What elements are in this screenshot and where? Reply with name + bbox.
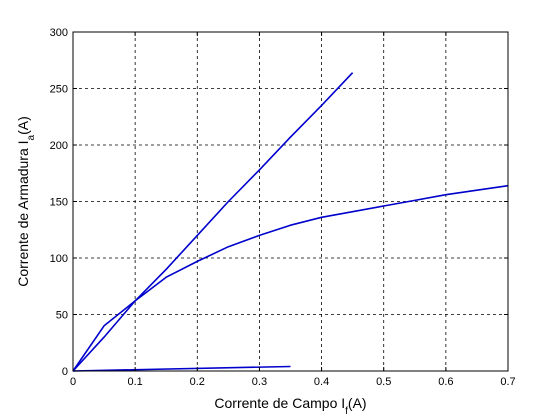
x-tick-label: 0.3 [252, 376, 267, 388]
grid [73, 32, 508, 371]
y-axis-label: Corrente de Armadura Ia(A) [15, 116, 37, 287]
y-tick-label: 50 [56, 310, 68, 322]
x-tick-label: 0 [70, 376, 76, 388]
x-tick-label: 0.5 [376, 376, 391, 388]
series-line-1 [72, 72, 354, 372]
y-tick-label: 200 [50, 140, 68, 152]
series-line-3 [72, 365, 291, 372]
y-tick-label: 250 [50, 84, 68, 96]
x-tick-label: 0.4 [314, 376, 329, 388]
y-tick-label: 100 [50, 253, 68, 265]
x-tick-label: 0.7 [500, 376, 515, 388]
x-axis-label: Corrente de Campo If(A) [214, 395, 366, 417]
y-tick-label: 0 [62, 366, 68, 378]
series-line-2 [72, 184, 509, 372]
x-tick-label: 0.1 [127, 376, 142, 388]
y-tick-label: 150 [50, 197, 68, 209]
x-tick-label: 0.6 [438, 376, 453, 388]
x-tick-label: 0.2 [190, 376, 205, 388]
y-tick-label: 300 [50, 27, 68, 39]
tick-labels: 0 0.1 0.2 0.3 0.4 0.5 0.6 0.7 0 50 100 150 200 250 300 [50, 27, 516, 388]
series-layer [72, 72, 509, 372]
